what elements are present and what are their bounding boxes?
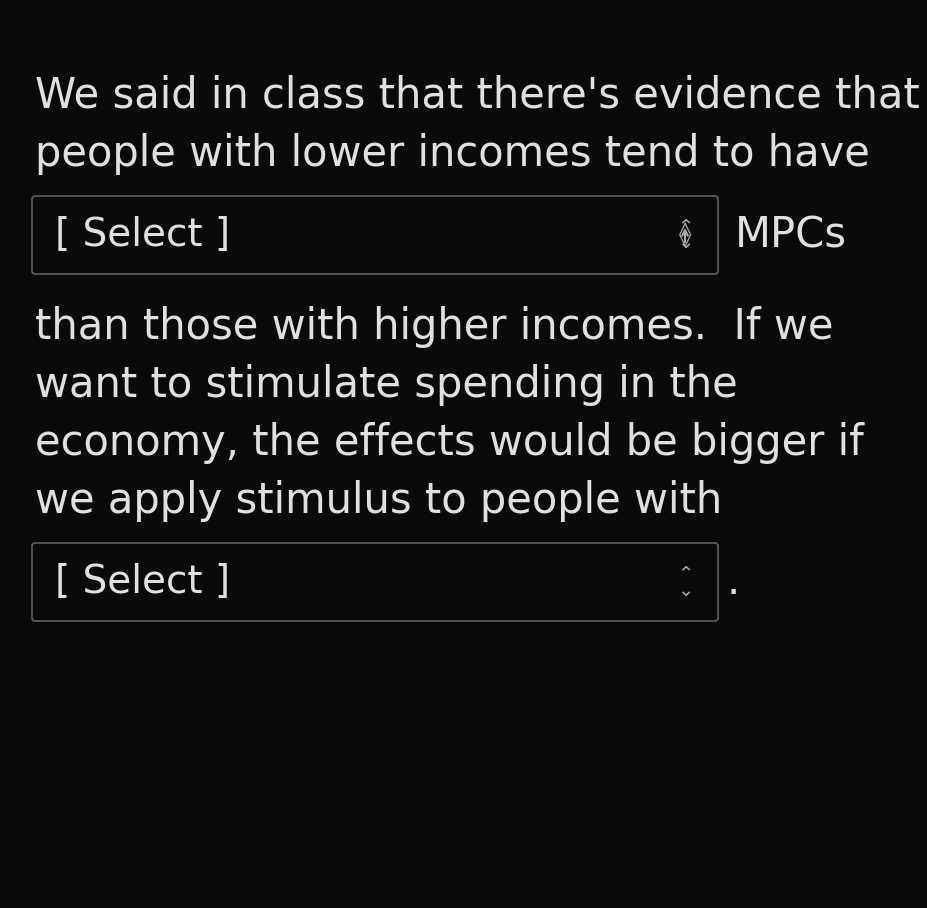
Text: ⌃: ⌃	[677, 218, 693, 236]
Text: [ Select ]: [ Select ]	[55, 216, 230, 254]
Text: want to stimulate spending in the: want to stimulate spending in the	[35, 364, 738, 406]
Text: we apply stimulus to people with: we apply stimulus to people with	[35, 480, 722, 522]
Text: We said in class that there's evidence that: We said in class that there's evidence t…	[35, 75, 920, 117]
Text: ⌄: ⌄	[677, 233, 693, 252]
Text: [ Select ]: [ Select ]	[55, 563, 230, 601]
Text: ⌃: ⌃	[677, 565, 693, 584]
Text: ⌄: ⌄	[677, 580, 693, 599]
FancyBboxPatch shape	[32, 543, 718, 621]
Text: MPCs: MPCs	[735, 214, 847, 256]
Text: .: .	[727, 561, 741, 603]
Text: ◊: ◊	[679, 222, 692, 248]
Text: economy, the effects would be bigger if: economy, the effects would be bigger if	[35, 422, 864, 464]
Text: than those with higher incomes.  If we: than those with higher incomes. If we	[35, 306, 833, 348]
Text: people with lower incomes tend to have: people with lower incomes tend to have	[35, 133, 870, 175]
FancyBboxPatch shape	[32, 196, 718, 274]
